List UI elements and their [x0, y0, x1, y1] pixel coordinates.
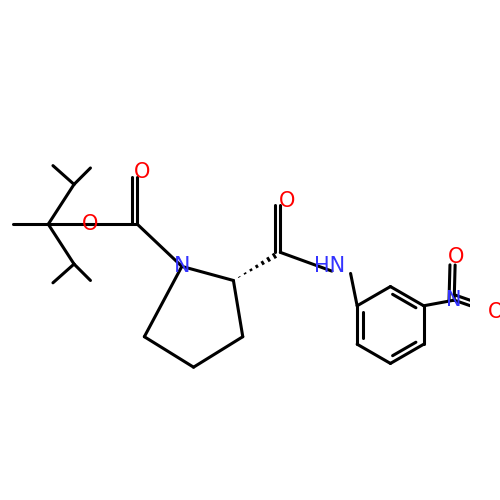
Text: O: O — [448, 246, 464, 266]
Text: HN: HN — [314, 256, 345, 276]
Text: O: O — [279, 191, 295, 211]
Text: N: N — [174, 256, 190, 276]
Text: O: O — [82, 214, 98, 234]
Text: O: O — [134, 162, 150, 182]
Text: N: N — [446, 290, 462, 310]
Text: O: O — [488, 302, 500, 322]
